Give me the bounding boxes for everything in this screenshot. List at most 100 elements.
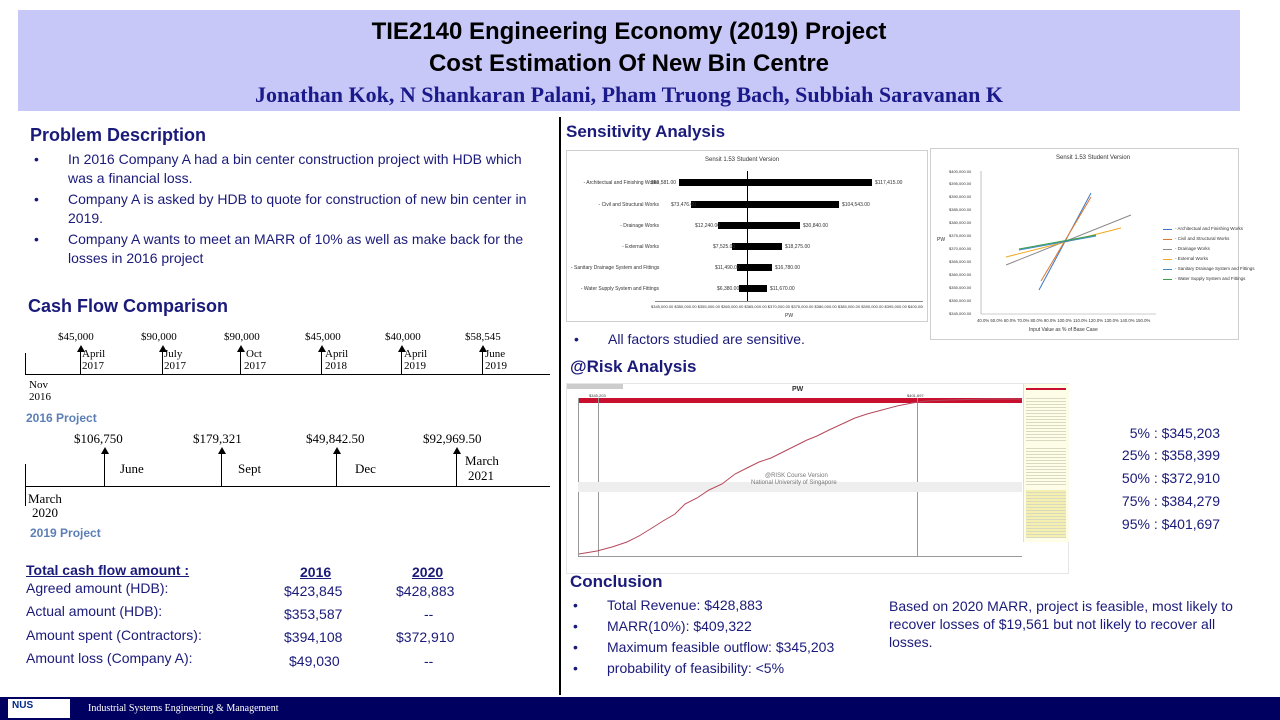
tornado-high: $11,670.00 <box>770 286 795 292</box>
cashflow-heading: Cash Flow Comparison <box>28 296 229 316</box>
cf-amount: $58,545 <box>465 331 501 343</box>
footer-bar: NUS Industrial Systems Engineering & Man… <box>0 697 1280 720</box>
tornado-row-label: - Civil and Structural Works <box>598 202 659 208</box>
cftable-cell: -- <box>424 653 434 669</box>
percentile-75: 75% : $384,279 <box>1121 493 1220 509</box>
cf-amount: $90,000 <box>141 331 177 343</box>
cf-amount: $45,000 <box>305 331 341 343</box>
cf-start-month: March <box>28 491 62 506</box>
cftable-row-label: Amount loss (Company A): <box>26 650 193 666</box>
tornado-bar <box>718 222 800 229</box>
spider-chart: Sensit 1.53 Student Version PW $400,000.… <box>930 148 1255 340</box>
tornado-bar <box>732 243 782 250</box>
risk-watermark-2: National University of Singapore <box>751 480 837 486</box>
spider-y-tick: $350,000.00 <box>949 298 972 303</box>
spider-series-line <box>1040 196 1092 282</box>
cf-amount: $106,750 <box>74 431 123 446</box>
tornado-high: $30,840.00 <box>803 223 829 229</box>
spider-series-line <box>1005 227 1122 258</box>
cftable-cell: $423,845 <box>284 583 343 599</box>
tornado-low: $7,525.00 <box>713 244 736 250</box>
cftable-cell: $372,910 <box>396 629 455 645</box>
tornado-x-axis <box>655 301 923 302</box>
cf-amount: $40,000 <box>385 331 421 343</box>
risk-stats-table <box>1023 384 1069 542</box>
department-name: Industrial Systems Engineering & Managem… <box>88 703 279 714</box>
nus-logo <box>8 699 70 718</box>
tornado-low: $12,240.00 <box>695 223 721 229</box>
problem-bullet: In 2016 Company A had a bin center const… <box>28 150 548 188</box>
cf-date: June <box>485 348 506 360</box>
timeline-tick <box>25 464 26 506</box>
legend-entry: - Architectual and Finishing Works <box>1175 226 1243 231</box>
title-line-1: TIE2140 Engineering Economy (2019) Proje… <box>371 18 887 45</box>
tornado-high: $117,415.00 <box>875 180 903 186</box>
cftable-row-label: Actual amount (HDB): <box>26 603 163 619</box>
spider-series-line <box>1018 235 1097 251</box>
tornado-low: $11,490.00 <box>715 265 740 271</box>
project-2019-label: 2019 Project <box>30 526 101 540</box>
cf-month: Sept <box>238 461 262 476</box>
arrow-up-icon <box>77 345 85 352</box>
title-banner: TIE2140 Engineering Economy (2019) Proje… <box>18 10 1240 111</box>
cf-amount: $92,969.50 <box>423 431 482 446</box>
sensitivity-note-item: All factors studied are sensitive. <box>568 330 908 349</box>
spider-y-tick: $400,000.00 <box>949 169 972 174</box>
risk-percentile-bar <box>578 398 1022 403</box>
cf-amount: $179,321 <box>193 431 242 446</box>
title-line-2: Cost Estimation Of New Bin Centre <box>428 50 830 77</box>
cf-month: June <box>120 461 144 476</box>
tornado-x-label: PW <box>785 313 794 319</box>
spider-y-tick: $375,000.00 <box>949 233 972 238</box>
tornado-bar <box>691 201 839 208</box>
spider-series-line <box>1018 234 1097 250</box>
cftable-cell: $353,587 <box>284 606 343 622</box>
cf-year: 2018 <box>325 360 347 372</box>
cftable-row-label: Agreed amount (HDB): <box>26 580 169 596</box>
spider-x-ticks: 40.0% 50.0% 60.0% 70.0% 80.0% 90.0% 100.… <box>977 318 1151 323</box>
legend-entry: - Water Supply System and Fittings <box>1175 276 1246 281</box>
tornado-chart: Sensit 1.53 Student Version - Architectu… <box>566 150 928 322</box>
column-divider <box>559 117 561 695</box>
arrow-up-icon <box>318 345 326 352</box>
timeline-tick <box>25 353 26 374</box>
percentile-25: 25% : $358,399 <box>1121 447 1220 463</box>
cf-year: 2017 <box>244 360 266 372</box>
sensitivity-note: All factors studied are sensitive. <box>568 330 908 351</box>
cf-amount: $45,000 <box>58 331 94 343</box>
cf-year: 2017 <box>82 360 104 372</box>
spider-y-tick: $385,000.00 <box>949 207 972 212</box>
arrow-up-icon <box>453 447 461 454</box>
tornado-bar <box>737 264 772 271</box>
tornado-bar <box>739 285 767 292</box>
cftable-col-2020: 2020 <box>412 564 444 580</box>
tornado-base-line <box>747 171 748 301</box>
spider-y-tick: $370,000.00 <box>949 246 972 251</box>
cftable-col-2016: 2016 <box>300 564 332 580</box>
timeline-axis <box>25 486 550 487</box>
spider-y-tick: $395,000.00 <box>949 181 972 186</box>
percentile-50: 50% : $372,910 <box>1121 470 1220 486</box>
tornado-row-label: - Drainage Works <box>620 223 659 229</box>
risk-right-marker: $401,697 <box>907 393 924 398</box>
legend-entry: - Sanitary Drainage System and Fittings <box>1175 266 1255 271</box>
tornado-row-label: - Water Supply System and Fittings <box>580 286 659 292</box>
cf-month: Dec <box>355 461 376 476</box>
tornado-row-label: - Sanitary Drainage System and Fittings <box>571 265 660 271</box>
cf-year: 2019 <box>404 360 426 372</box>
spider-y-tick: $345,000.00 <box>949 311 972 316</box>
cftable-row-label: Amount spent (Contractors): <box>26 627 202 643</box>
problem-bullets: In 2016 Company A had a bin center const… <box>28 150 548 270</box>
cf-start-year: 2020 <box>32 505 58 520</box>
legend-entry: - External Works <box>1175 256 1209 261</box>
cftable-heading: Total cash flow amount : <box>26 562 190 578</box>
risk-heading: @Risk Analysis <box>570 357 697 376</box>
cf-date: Oct <box>246 348 262 360</box>
cf-start-month: Nov <box>29 379 48 391</box>
conclusion-text: Based on 2020 MARR, project is feasible,… <box>889 598 1233 650</box>
conclusion-bullet: Maximum feasible outflow: $345,203 <box>567 638 887 657</box>
spider-y-tick: $365,000.00 <box>949 259 972 264</box>
arrow-up-icon <box>101 447 109 454</box>
conclusion-heading: Conclusion <box>570 572 663 591</box>
tornado-high: $16,780.00 <box>775 265 801 271</box>
